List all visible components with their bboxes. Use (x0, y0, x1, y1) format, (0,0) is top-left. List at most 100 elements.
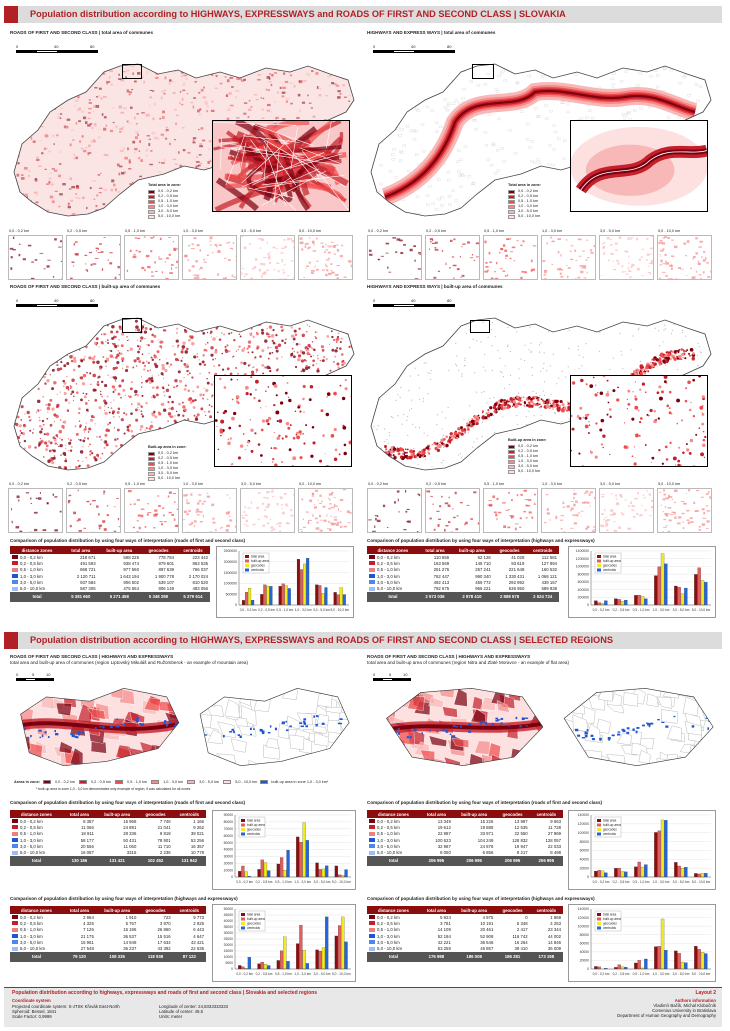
table-row: 0,2 - 0,5 km 19 612 19 888 12 535 11 728 (367, 824, 563, 830)
region-chart-nitra-roads: 0 20000 40000 60000 80000 100000 120000 140000 0… (568, 810, 716, 890)
bar (674, 862, 678, 878)
region-table-liptov-highways: distance zones total area built-up area geo… (10, 906, 206, 962)
bar (286, 850, 290, 878)
authors-info: Authors information Vladimír Bačík, Micha… (617, 998, 716, 1018)
bar (704, 953, 708, 970)
bar (296, 836, 300, 878)
bar (594, 600, 598, 606)
table-row: 0,5 - 1,0 km 251 276 257 241 221 648 160 532 (367, 567, 559, 573)
comparison-title-highways: Comparison of population distribution by… (367, 538, 595, 543)
bar (248, 588, 252, 606)
map-legend-builtup: Built-up area in zone: 0,0 - 0,2 km 0,2 -… (508, 438, 547, 474)
zone-thumbnail: 0,5 - 1,0 km (124, 482, 180, 534)
bar (654, 946, 658, 970)
table-row: 0,5 - 1,0 km 22 987 33 971 22 550 27 969 (367, 831, 563, 837)
bar (674, 585, 678, 606)
zone-thumbnail: 3,0 - 5,0 km (240, 482, 297, 533)
bar (680, 868, 685, 878)
bar (617, 964, 621, 970)
inset-locator (470, 320, 490, 333)
footer: Population distribution according to hig… (4, 987, 722, 1027)
bar (620, 966, 625, 970)
map-title-roads-total: ROADS OF FIRST AND SECOND CLASS | total … (10, 30, 154, 35)
bar (697, 567, 701, 606)
table-row: 3,0 - 5,0 km 937 584 906 502 539 107 810 520 (10, 579, 210, 585)
bar (318, 869, 322, 878)
table-row: 1,0 - 3,0 km 762 447 990 340 1 330 431 1 068… (367, 573, 559, 579)
bar (694, 873, 698, 878)
bar (684, 962, 688, 970)
bar (604, 600, 608, 606)
table-row: 0,5 - 1,0 km 18 911 28 336 9 818 39 021 (10, 831, 206, 837)
region-map-nitra-builtup (556, 684, 718, 770)
bar (620, 601, 625, 606)
map-title-highways-builtup: HIGHWAYS AND EXPRESS WAYS | built-up are… (367, 284, 503, 289)
coordinate-system-title: Coordinate system (12, 998, 51, 1003)
zone-thumbnail: 0,5 - 1,0 km (483, 482, 538, 533)
bar (278, 586, 282, 606)
inset-locator (122, 318, 142, 333)
bar (617, 599, 621, 606)
map-title-roads-builtup: ROADS OF FIRST AND SECOND CLASS | built-… (10, 284, 161, 289)
map-inset-highways-total (570, 120, 708, 212)
bar (634, 962, 638, 970)
zone-thumbnail: 0,5 - 1,0 km (124, 229, 180, 281)
table-row: 0,2 - 0,5 km 163 569 145 710 93 619 127 894 (367, 560, 559, 566)
bar (244, 871, 248, 878)
bar (694, 946, 698, 970)
table-row: 3,0 - 5,0 km 32 987 24 878 19 947 22 033 (367, 843, 563, 849)
table-row: 1,0 - 3,0 km 2 120 711 1 643 194 1 900 778 2… (10, 573, 210, 579)
zone-thumbnail: 0,2 - 0,5 km (425, 229, 480, 280)
section-banner-regions: Population distribution according to HIG… (4, 632, 722, 649)
zone-thumbnail: 5,0 - 10,0 km (657, 229, 714, 281)
map-legend-total: Total area in zone: 0,0 - 0,2 km 0,2 - 0,… (508, 183, 542, 219)
bar (604, 872, 608, 878)
table-row: 1,0 - 3,0 km 21 175 36 537 15 516 4 647 (10, 933, 206, 939)
zone-thumbnail: 3,0 - 5,0 km (599, 482, 656, 533)
bar (674, 950, 678, 970)
bar (677, 865, 681, 878)
bar (315, 949, 319, 970)
table-row: 3,0 - 5,0 km 42 221 36 546 16 264 14 846 (367, 939, 563, 945)
map-legend-total: Total area in zone: 0,0 - 0,2 km 0,2 - 0,… (148, 183, 182, 219)
bar (700, 580, 705, 606)
table-row: 5,0 - 10,0 km 8 050 6 856 8 217 8 498 (367, 849, 563, 855)
bar (594, 966, 598, 970)
zone-thumbnail: 0,5 - 1,0 km (483, 229, 538, 281)
zone-thumbnail: 1,0 - 3,0 km (541, 229, 596, 281)
map-roads-total-area (8, 52, 358, 222)
bar (299, 842, 303, 878)
zone-thumbnail: 5,0 - 10,0 km (657, 482, 713, 534)
bar (260, 859, 264, 878)
bar (302, 822, 306, 878)
zone-thumbnail: 0,0 - 0,2 km (367, 229, 422, 281)
bar (344, 941, 348, 970)
bar (640, 866, 645, 878)
bar (634, 595, 638, 606)
bar (344, 869, 348, 878)
bar (299, 925, 303, 970)
bar-chart-roads: 0 500000 1000000 1500000 2000000 2500000 0,0 -… (216, 546, 354, 618)
data-table-roads: distance zones total area built-up area geo… (10, 546, 210, 602)
bar (276, 863, 280, 878)
map-highways-total-area (365, 52, 715, 222)
zone-thumbnail: 3,0 - 5,0 km (240, 229, 297, 282)
region-table-liptov-roads: distance zones total area built-up area geo… (10, 810, 206, 866)
bar (325, 916, 329, 970)
bar (664, 563, 668, 606)
inset-locator (472, 64, 494, 79)
bar (657, 946, 661, 970)
table-row: 1,0 - 3,0 km 52 194 52 908 116 742 44 002 (367, 933, 563, 939)
table-row: 0,0 - 0,2 km 5 924 4 975 0 1 869 (367, 914, 563, 920)
bar (263, 862, 268, 878)
bar (677, 953, 681, 970)
table-row: 0,0 - 0,2 km 13 349 15 226 13 987 9 663 (367, 818, 563, 824)
bar (305, 840, 309, 878)
bar (680, 961, 685, 970)
